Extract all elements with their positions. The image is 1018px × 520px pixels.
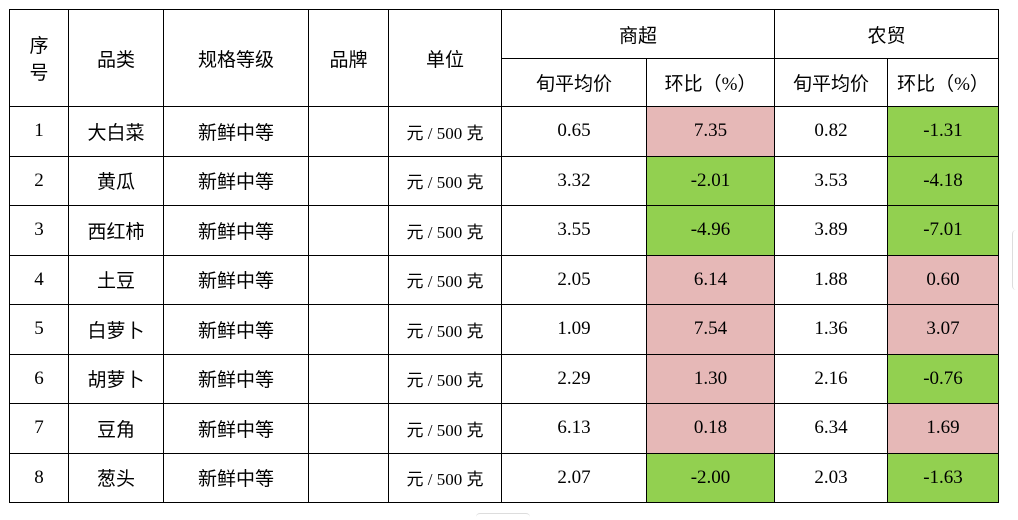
cell-sm-avg-price: 2.05: [501, 254, 647, 305]
cell-category: 黄瓜: [68, 155, 164, 206]
header-market: 农贸: [774, 9, 999, 59]
header-mk-mom: 环比（%）: [887, 58, 999, 107]
header-supermarket: 商超: [501, 9, 775, 59]
cell-sm-mom: 6.14: [646, 254, 775, 305]
cell-unit: 元 / 500 克: [388, 205, 502, 256]
cell-spec: 新鲜中等: [163, 403, 309, 454]
cell-spec: 新鲜中等: [163, 353, 309, 404]
cell-brand: [308, 155, 389, 206]
cell-unit: 元 / 500 克: [388, 106, 502, 157]
table-row: 5 白萝卜 新鲜中等 元 / 500 克 1.09 7.54 1.36 3.07: [9, 304, 999, 355]
cell-seq: 4: [9, 254, 69, 305]
cell-sm-avg-price: 1.09: [501, 304, 647, 355]
cell-mk-avg-price: 2.03: [774, 452, 888, 503]
cell-unit: 元 / 500 克: [388, 353, 502, 404]
cell-category: 豆角: [68, 403, 164, 454]
cell-sm-mom: 1.30: [646, 353, 775, 404]
cell-unit: 元 / 500 克: [388, 254, 502, 305]
cell-mk-mom: -1.63: [887, 452, 999, 503]
cell-sm-avg-price: 0.65: [501, 106, 647, 157]
cell-brand: [308, 403, 389, 454]
table-row: 7 豆角 新鲜中等 元 / 500 克 6.13 0.18 6.34 1.69: [9, 403, 999, 454]
cell-category: 葱头: [68, 452, 164, 503]
cell-seq: 7: [9, 403, 69, 454]
cell-unit: 元 / 500 克: [388, 304, 502, 355]
table-row: 3 西红柿 新鲜中等 元 / 500 克 3.55 -4.96 3.89 -7.01: [9, 205, 999, 256]
cell-spec: 新鲜中等: [163, 155, 309, 206]
table-row: 6 胡萝卜 新鲜中等 元 / 500 克 2.29 1.30 2.16 -0.76: [9, 353, 999, 404]
cell-seq: 1: [9, 106, 69, 157]
cell-seq: 6: [9, 353, 69, 404]
cell-seq: 5: [9, 304, 69, 355]
cell-brand: [308, 254, 389, 305]
cell-mk-avg-price: 3.53: [774, 155, 888, 206]
header-seq-line1: 序: [29, 36, 49, 57]
cell-mk-mom: -1.31: [887, 106, 999, 157]
cell-mk-avg-price: 1.36: [774, 304, 888, 355]
cell-sm-mom: -2.01: [646, 155, 775, 206]
cell-mk-avg-price: 0.82: [774, 106, 888, 157]
header-seq: 序 号: [9, 9, 69, 107]
header-unit: 单位: [388, 9, 502, 107]
cell-category: 白萝卜: [68, 304, 164, 355]
cell-brand: [308, 106, 389, 157]
header-mk-avg-price: 旬平均价: [774, 58, 888, 107]
cell-sm-mom: -2.00: [646, 452, 775, 503]
cell-brand: [308, 304, 389, 355]
cell-category: 胡萝卜: [68, 353, 164, 404]
cell-spec: 新鲜中等: [163, 254, 309, 305]
cell-sm-avg-price: 3.32: [501, 155, 647, 206]
header-sm-mom: 环比（%）: [646, 58, 775, 107]
cell-sm-avg-price: 3.55: [501, 205, 647, 256]
cell-mk-mom: 0.60: [887, 254, 999, 305]
table-body: 1 大白菜 新鲜中等元 / 500 克 0.65 7.35 0.82 -1.31 2 黄瓜 新鲜中…: [9, 106, 999, 503]
scroll-handle-right: [1012, 230, 1018, 290]
cell-mk-mom: 1.69: [887, 403, 999, 454]
scroll-handle-bottom: [476, 513, 530, 520]
cell-spec: 新鲜中等: [163, 205, 309, 256]
cell-mk-mom: 3.07: [887, 304, 999, 355]
cell-spec: 新鲜中等: [163, 304, 309, 355]
cell-seq: 3: [9, 205, 69, 256]
cell-mk-avg-price: 1.88: [774, 254, 888, 305]
cell-sm-mom: 0.18: [646, 403, 775, 454]
table-row: 2 黄瓜 新鲜中等 元 / 500 克 3.32 -2.01 3.53 -4.18: [9, 155, 999, 206]
cell-seq: 2: [9, 155, 69, 206]
cell-mk-mom: -4.18: [887, 155, 999, 206]
cell-category: 土豆: [68, 254, 164, 305]
header-category: 品类: [68, 9, 164, 107]
cell-unit: 元 / 500 克: [388, 155, 502, 206]
cell-spec: 新鲜中等: [163, 106, 309, 157]
cell-mk-mom: -0.76: [887, 353, 999, 404]
price-table: 序 号 品类 规格等级 品牌 单位 商超 农贸 旬平均价 环比（%） 旬平均价 …: [9, 9, 999, 503]
cell-category: 西红柿: [68, 205, 164, 256]
cell-seq: 8: [9, 452, 69, 503]
table-row: 4 土豆 新鲜中等 元 / 500 克 2.05 6.14 1.88 0.60: [9, 254, 999, 305]
cell-brand: [308, 205, 389, 256]
header-sm-avg-price: 旬平均价: [501, 58, 647, 107]
table-row: 1 大白菜 新鲜中等 元 / 500 克 0.65 7.35 0.82 -1.31: [9, 106, 999, 157]
cell-unit: 元 / 500 克: [388, 452, 502, 503]
cell-mk-avg-price: 3.89: [774, 205, 888, 256]
cell-unit: 元 / 500 克: [388, 403, 502, 454]
cell-mk-mom: -7.01: [887, 205, 999, 256]
table-row: 8 葱头 新鲜中等 元 / 500 克 2.07 -2.00 2.03 -1.63: [9, 452, 999, 503]
cell-sm-avg-price: 6.13: [501, 403, 647, 454]
cell-sm-avg-price: 2.07: [501, 452, 647, 503]
cell-mk-avg-price: 2.16: [774, 353, 888, 404]
cell-mk-avg-price: 6.34: [774, 403, 888, 454]
cell-sm-avg-price: 2.29: [501, 353, 647, 404]
cell-category: 大白菜: [68, 106, 164, 157]
cell-spec: 新鲜中等: [163, 452, 309, 503]
cell-brand: [308, 452, 389, 503]
cell-sm-mom: 7.54: [646, 304, 775, 355]
header-brand: 品牌: [308, 9, 389, 107]
header-seq-line2: 号: [29, 63, 49, 84]
cell-sm-mom: -4.96: [646, 205, 775, 256]
header-spec: 规格等级: [163, 9, 309, 107]
cell-sm-mom: 7.35: [646, 106, 775, 157]
cell-brand: [308, 353, 389, 404]
